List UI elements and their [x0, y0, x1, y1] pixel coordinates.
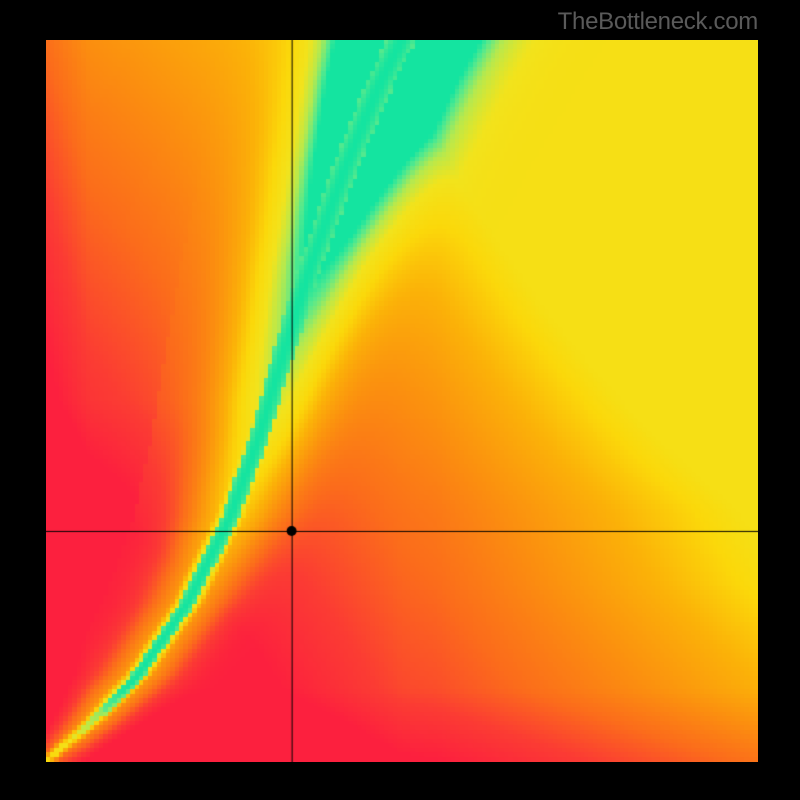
watermark-text: TheBottleneck.com [558, 8, 758, 36]
bottleneck-heatmap [46, 40, 758, 762]
chart-container: TheBottleneck.com [0, 0, 800, 800]
